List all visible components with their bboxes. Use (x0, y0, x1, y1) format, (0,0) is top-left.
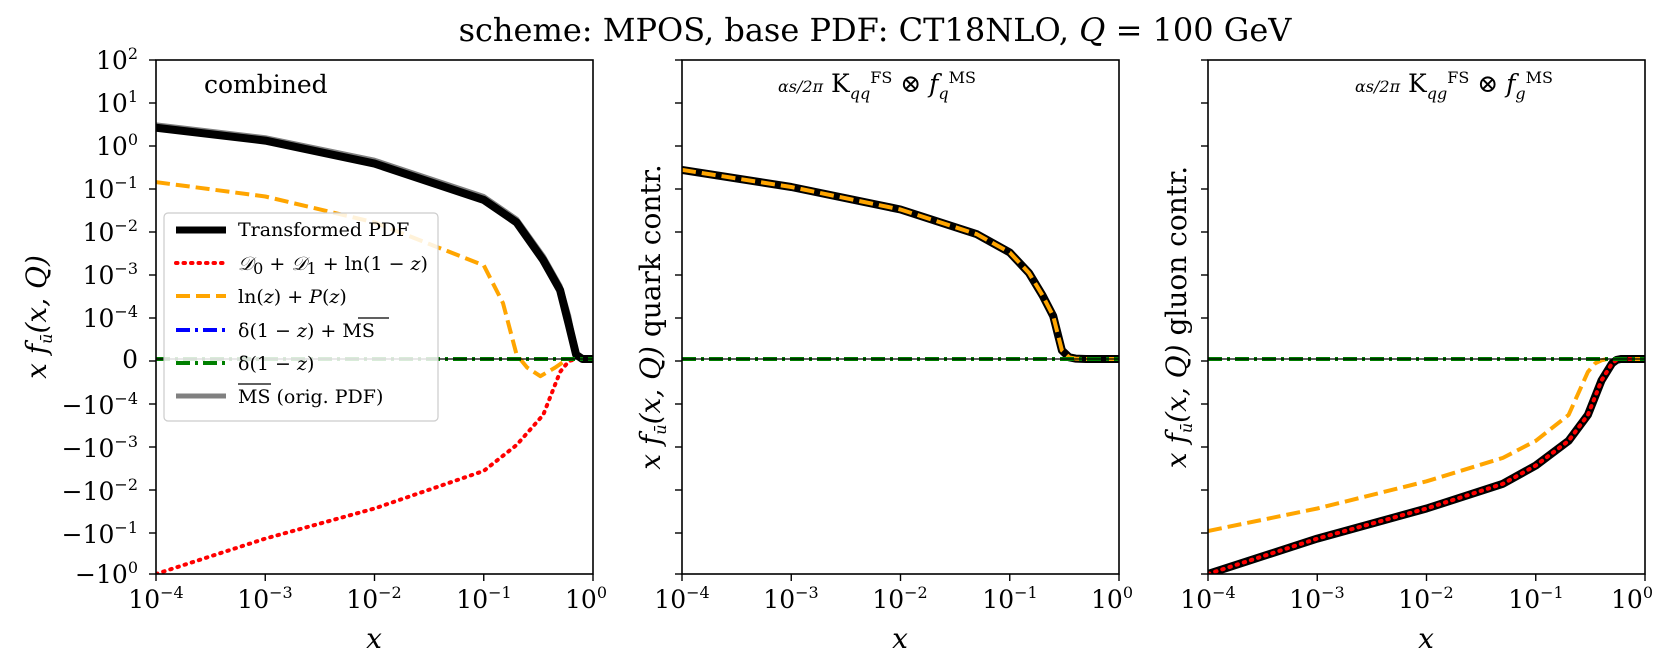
panel-annotation-quark: αs/2π KqqFS ⊗ fqMS (778, 68, 976, 103)
legend-entry-transformed: Transformed PDF (238, 219, 409, 241)
legend-entry-orig: MS (orig. PDF) (238, 386, 383, 408)
y-tick-label-1e-3: 10−3 (83, 259, 138, 290)
y-axis-label: x fū(x, Q) (20, 255, 56, 379)
x-tick-label-1e-2: 10−2 (1398, 583, 1453, 614)
series-line-ln-z-p-z (1208, 357, 1645, 533)
y-tick-label-1e-4: 10−4 (83, 302, 138, 333)
legend-entry-singular: 𝒟0 + 𝒟1 + ln(1 − z) (238, 253, 428, 278)
x-tick-label-1e-1: 10−1 (982, 583, 1037, 614)
series-line-ln-z-p-z (682, 167, 1119, 361)
panel-combined: 102 101 100 10−1 10−2 10−3 10−4 0 −10−4 … (20, 44, 607, 655)
panel-quark-series (682, 165, 1119, 363)
x-tick-label-1e-3: 10−3 (763, 583, 818, 614)
panel-gluon-frame (1207, 59, 1646, 575)
x-tick-label-1e-4: 10−4 (1180, 583, 1235, 614)
y-axis-label: x fū(x, Q) gluon contr. (1160, 166, 1196, 468)
y-tick-label-1e1: 101 (96, 87, 138, 118)
panel-annotation-combined: combined (204, 70, 328, 99)
panel-combined-y-ticks (149, 59, 156, 575)
legend-box (163, 212, 439, 422)
x-tick-label-1e0: 100 (1611, 583, 1653, 614)
x-tick-label-1e-4: 10−4 (128, 583, 183, 614)
y-tick-label-neg-1e-3: −10−3 (62, 432, 138, 463)
y-tick-label-neg-1e-1: −10−1 (62, 518, 138, 549)
series-line-transformed-pdf (682, 165, 1119, 363)
legend: Transformed PDF 𝒟0 + 𝒟1 + ln(1 − z) ln(z… (163, 212, 439, 422)
legend-entry-lnP: ln(z) + P(z) (238, 286, 347, 308)
x-tick-label-1e0: 100 (1091, 583, 1133, 614)
x-tick-label-1e-4: 10−4 (654, 583, 709, 614)
x-tick-label-1e-2: 10−2 (346, 583, 401, 614)
panel-gluon: 10−4 10−3 10−2 10−1 100 x x fū(x, Q) glu… (1160, 59, 1653, 655)
figure-title: scheme: MPOS, base PDF: CT18NLO, Q = 100… (459, 11, 1293, 49)
y-axis-label: x fū(x, Q) quark contr. (634, 164, 670, 470)
x-tick-label-1e-2: 10−2 (872, 583, 927, 614)
series-line-d0-d1-ln-1-z (156, 357, 579, 574)
panel-gluon-x-ticks (1207, 574, 1646, 581)
panel-quark-y-ticks (675, 59, 682, 575)
x-tick-label-1e-1: 10−1 (456, 583, 511, 614)
panel-quark-x-ticks (681, 574, 1120, 581)
y-tick-label-1e-1: 10−1 (83, 173, 138, 204)
x-axis-label: x (892, 622, 908, 655)
y-tick-label-neg-1e-2: −10−2 (62, 475, 138, 506)
y-tick-label-1e0: 100 (96, 130, 138, 161)
x-tick-label-1e0: 100 (565, 583, 607, 614)
x-axis-label: x (366, 622, 382, 655)
x-tick-label-1e-3: 10−3 (1289, 583, 1344, 614)
panel-gluon-y-ticks (1201, 59, 1208, 575)
y-tick-label-neg-1e0: −100 (75, 558, 138, 589)
panel-quark: 10−4 10−3 10−2 10−1 100 x x fū(x, Q) qua… (634, 59, 1133, 655)
y-tick-label-1e2: 102 (96, 44, 138, 75)
panel-gluon-series (1208, 355, 1645, 574)
legend-entry-deltaMS: δ(1 − z) + MS (238, 320, 375, 342)
panel-annotation-gluon: αs/2π KqgFS ⊗ fgMS (1355, 68, 1553, 103)
y-tick-label-neg-1e-4: −10−4 (62, 389, 138, 420)
panel-combined-x-ticks (155, 574, 594, 581)
x-axis-label: x (1418, 622, 1434, 655)
series-line-transformed-pdf (156, 123, 593, 363)
y-tick-label-1e-2: 10−2 (83, 216, 138, 247)
x-tick-label-1e-1: 10−1 (1508, 583, 1563, 614)
legend-entry-delta: δ(1 − z) (238, 353, 314, 375)
x-tick-label-1e-3: 10−3 (237, 583, 292, 614)
y-tick-label-0: 0 (122, 345, 138, 374)
